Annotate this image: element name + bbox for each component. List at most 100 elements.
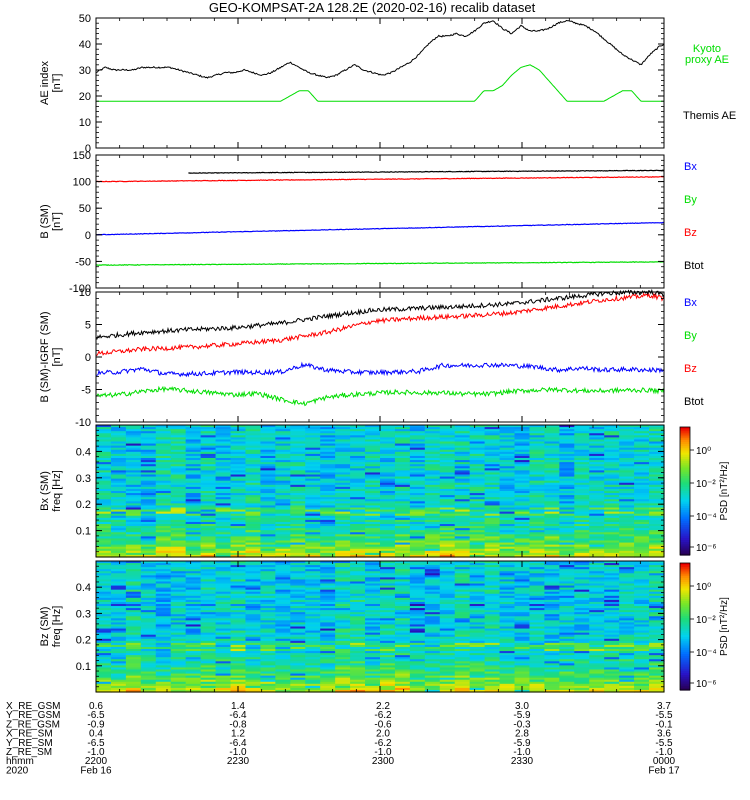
spectrogram-cell — [559, 554, 575, 558]
spectrogram-cell — [275, 614, 291, 617]
spectrogram-cell — [380, 603, 396, 607]
spectrogram-cell — [484, 431, 501, 434]
spectrogram-cell — [320, 472, 336, 476]
spectrogram-cell — [394, 441, 411, 445]
spectrogram-cell — [215, 581, 232, 585]
spectrogram-cell — [409, 466, 426, 469]
spectrogram-cell — [230, 589, 247, 593]
spectrogram-cell — [544, 511, 560, 515]
spectrogram-cell — [140, 511, 157, 515]
spectrogram-cell — [320, 495, 336, 498]
spectrogram-cell — [380, 445, 396, 449]
spectrogram-cell — [305, 583, 321, 587]
spectrogram-cell — [514, 632, 531, 636]
spectrogram-cell — [125, 595, 142, 599]
spectrogram-cell — [604, 501, 620, 504]
spectrogram-cell — [290, 567, 306, 570]
spectrogram-cell — [469, 425, 486, 428]
spectrogram-cell — [140, 544, 157, 548]
spectrogram-cell — [394, 507, 411, 511]
spectrogram-cell — [649, 521, 665, 525]
spectrogram-cell — [484, 632, 501, 636]
spectrogram-cell — [350, 462, 366, 465]
spectrogram-cell — [215, 493, 232, 496]
spectrogram-cell — [140, 669, 157, 673]
spectrogram-cell — [514, 464, 531, 467]
spectrogram-cell — [290, 441, 306, 445]
spectrogram-cell — [559, 491, 575, 494]
spectrogram-cell — [365, 468, 381, 471]
spectrogram-cell — [499, 579, 516, 583]
spectrogram-cell — [245, 550, 262, 554]
spectrogram-cell — [335, 458, 351, 461]
spectrogram-cell — [245, 638, 262, 642]
spectrogram-cell — [245, 544, 262, 548]
spectrogram-cell — [454, 554, 471, 558]
spectrogram-cell — [215, 618, 232, 621]
spectrogram-cell — [275, 681, 291, 685]
spectrogram-cell — [380, 425, 396, 428]
spectrogram-cell — [365, 526, 381, 529]
spectrogram-cell — [439, 638, 456, 642]
spectrogram-cell — [439, 507, 456, 511]
spectrogram-cell — [619, 511, 635, 515]
spectrogram-cell — [559, 515, 575, 519]
spectrogram-cell — [305, 569, 321, 572]
spectrogram-cell — [365, 451, 381, 455]
spectrogram-cell — [185, 603, 202, 607]
spectrogram-cell — [499, 622, 516, 626]
spectrogram-cell — [469, 433, 486, 436]
spectrogram-cell — [155, 451, 172, 455]
spectrogram-cell — [380, 546, 396, 550]
spectrogram-cell — [365, 622, 381, 626]
colorbar-step — [680, 488, 690, 492]
spectrogram-cell — [529, 565, 546, 568]
spectrogram-cell — [335, 614, 351, 617]
spectrogram-cell — [245, 542, 262, 546]
spectrogram-cell — [290, 538, 306, 542]
spectrogram-cell — [260, 443, 276, 447]
spectrogram-cell — [170, 472, 187, 476]
spectrogram-cell — [350, 474, 366, 478]
spectrogram-cell — [484, 651, 501, 654]
spectrogram-cell — [544, 579, 560, 583]
spectrogram-cell — [215, 653, 232, 656]
spectrogram-cell — [305, 466, 321, 469]
spectrogram-cell — [365, 618, 381, 621]
spectrogram-cell — [170, 552, 187, 556]
spectrogram-cell — [604, 488, 620, 492]
spectrogram-cell — [215, 540, 232, 544]
spectrogram-cell — [350, 622, 366, 626]
spectrogram-cell — [529, 679, 546, 683]
spectrogram-cell — [260, 519, 276, 523]
spectrogram-cell — [230, 441, 247, 445]
spectrogram-cell — [245, 565, 262, 568]
spectrogram-cell — [170, 603, 187, 607]
spectrogram-cell — [409, 618, 426, 621]
spectrogram-cell — [499, 644, 516, 648]
spectrogram-cell — [634, 458, 650, 461]
spectrogram-cell — [320, 526, 336, 529]
spectrogram-cell — [529, 634, 546, 638]
spectrogram-cell — [499, 620, 516, 624]
spectrogram-cell — [529, 603, 546, 607]
spectrogram-cell — [604, 511, 620, 515]
spectrogram-cell — [484, 470, 501, 474]
spectrogram-cell — [454, 453, 471, 457]
spectrogram-cell — [320, 499, 336, 502]
spectrogram-cell — [514, 649, 531, 652]
spectrogram-cell — [185, 618, 202, 621]
spectrogram-cell — [380, 472, 396, 476]
spectrogram-cell — [185, 491, 202, 494]
spectrogram-cell — [200, 583, 217, 587]
spectrogram-cell — [320, 427, 336, 430]
spectrogram-cell — [335, 679, 351, 683]
spectrogram-cell — [409, 606, 426, 609]
spectrogram-cell — [350, 552, 366, 556]
spectrogram-cell — [96, 632, 112, 636]
spectrogram-cell — [110, 431, 127, 434]
spectrogram-cell — [290, 667, 306, 671]
spectrogram-cell — [394, 671, 411, 675]
spectrogram-cell — [649, 507, 665, 511]
spectrogram-cell — [634, 497, 650, 500]
